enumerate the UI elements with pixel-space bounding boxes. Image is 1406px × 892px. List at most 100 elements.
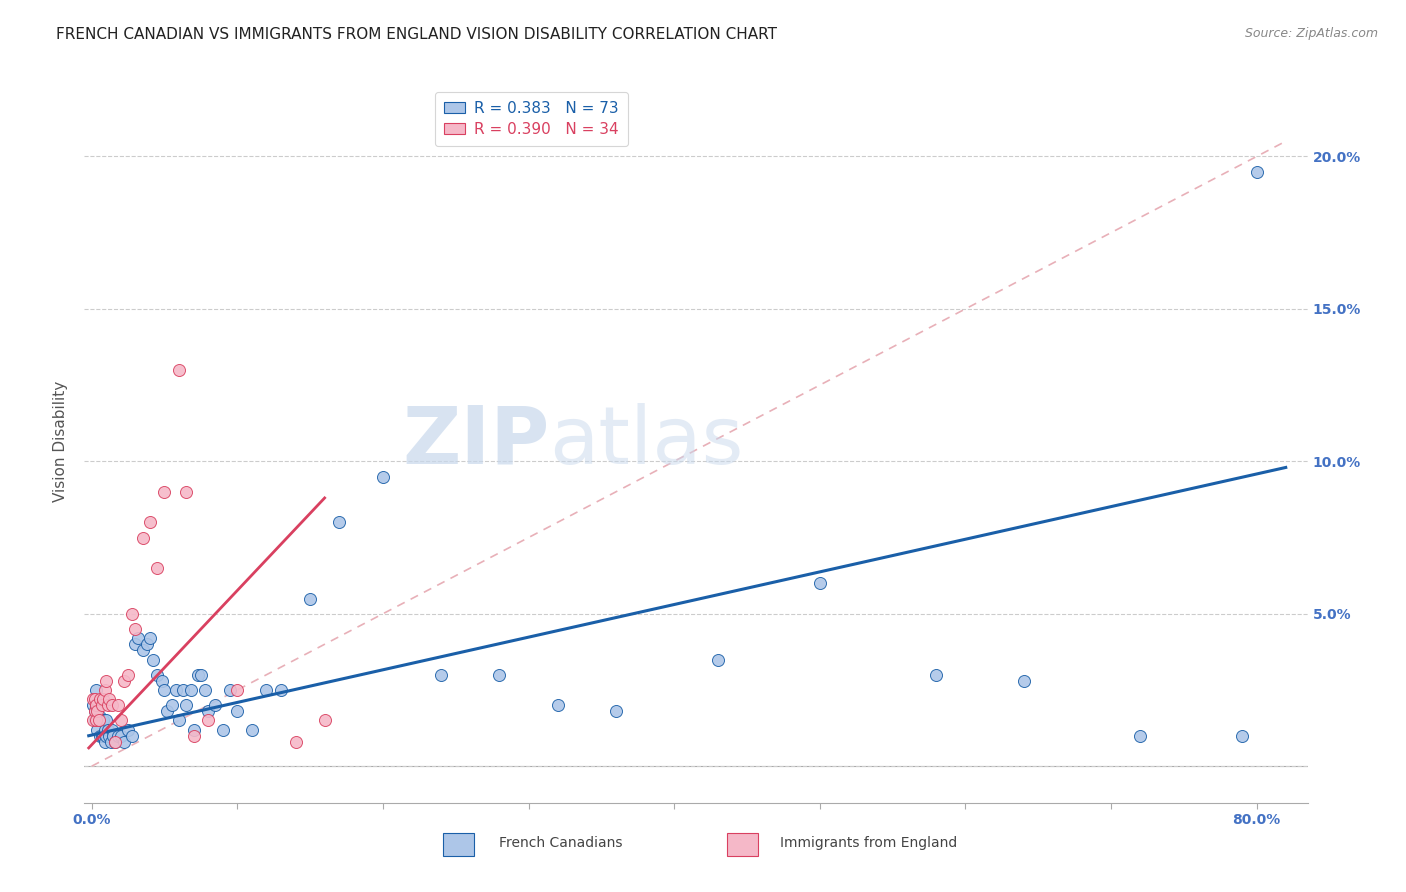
Point	[98, 692, 121, 706]
Text: FRENCH CANADIAN VS IMMIGRANTS FROM ENGLAND VISION DISABILITY CORRELATION CHART: FRENCH CANADIAN VS IMMIGRANTS FROM ENGLA…	[56, 27, 778, 42]
Point	[98, 729, 121, 743]
Point	[89, 692, 111, 706]
Point	[107, 729, 129, 743]
Point	[83, 704, 105, 718]
Point	[167, 714, 190, 728]
Point	[100, 735, 122, 749]
Point	[150, 673, 173, 688]
Point	[167, 363, 190, 377]
Point	[83, 704, 105, 718]
Point	[83, 714, 105, 728]
Point	[117, 667, 139, 681]
Point	[121, 729, 143, 743]
Point	[194, 683, 217, 698]
Point	[93, 735, 115, 749]
Point	[197, 704, 219, 718]
Point	[96, 673, 118, 688]
Point	[93, 683, 115, 698]
Point	[240, 723, 263, 737]
Point	[197, 714, 219, 728]
Point	[110, 714, 132, 728]
Point	[925, 667, 948, 681]
Point	[139, 516, 162, 530]
Point	[127, 631, 149, 645]
Point	[160, 698, 183, 713]
Point	[180, 683, 202, 698]
Text: atlas: atlas	[550, 402, 744, 481]
Point	[82, 692, 104, 706]
Point	[124, 637, 146, 651]
Point	[110, 729, 132, 743]
Point	[121, 607, 143, 621]
Point	[211, 723, 233, 737]
Point	[96, 714, 118, 728]
Point	[1230, 729, 1253, 743]
Point	[84, 683, 107, 698]
Point	[87, 714, 110, 728]
Point	[90, 729, 112, 743]
Point	[139, 631, 162, 645]
Point	[83, 692, 105, 706]
Point	[82, 698, 104, 713]
Point	[104, 735, 127, 749]
Point	[104, 735, 127, 749]
Point	[117, 723, 139, 737]
Legend: R = 0.383   N = 73, R = 0.390   N = 34: R = 0.383 N = 73, R = 0.390 N = 34	[434, 92, 628, 146]
Point	[97, 723, 120, 737]
Point	[124, 622, 146, 636]
Point	[371, 469, 394, 483]
Point	[91, 729, 114, 743]
Point	[87, 714, 110, 728]
Point	[84, 698, 107, 713]
Point	[146, 667, 169, 681]
Point	[226, 683, 249, 698]
Point	[605, 704, 627, 718]
Point	[93, 723, 115, 737]
Point	[96, 729, 118, 743]
Point	[86, 704, 108, 718]
Point	[314, 714, 336, 728]
Point	[112, 735, 135, 749]
Point	[89, 710, 111, 724]
Point	[89, 729, 111, 743]
Point	[107, 698, 129, 713]
Point	[146, 561, 169, 575]
Point	[101, 698, 124, 713]
Point	[1012, 673, 1035, 688]
Point	[153, 484, 176, 499]
Point	[270, 683, 292, 698]
Point	[84, 714, 107, 728]
Point	[101, 723, 124, 737]
Point	[153, 683, 176, 698]
Text: ZIP: ZIP	[402, 402, 550, 481]
Point	[142, 652, 165, 666]
Point	[226, 704, 249, 718]
Point	[328, 516, 350, 530]
Point	[86, 704, 108, 718]
Point	[131, 643, 153, 657]
Point	[1246, 165, 1268, 179]
Point	[82, 714, 104, 728]
Point	[86, 723, 108, 737]
Point	[190, 667, 212, 681]
Point	[131, 531, 153, 545]
Point	[219, 683, 242, 698]
Point	[84, 714, 107, 728]
Point	[90, 698, 112, 713]
Point	[1129, 729, 1152, 743]
Point	[174, 698, 197, 713]
Point	[91, 714, 114, 728]
Point	[547, 698, 569, 713]
Point	[136, 637, 159, 651]
Point	[299, 591, 322, 606]
Point	[174, 484, 197, 499]
Text: French Canadians: French Canadians	[499, 836, 623, 850]
Point	[284, 735, 307, 749]
Point	[90, 714, 112, 728]
Point	[187, 667, 209, 681]
Point	[172, 683, 194, 698]
Point	[87, 698, 110, 713]
Point	[97, 698, 120, 713]
Point	[183, 729, 205, 743]
Point	[488, 667, 510, 681]
